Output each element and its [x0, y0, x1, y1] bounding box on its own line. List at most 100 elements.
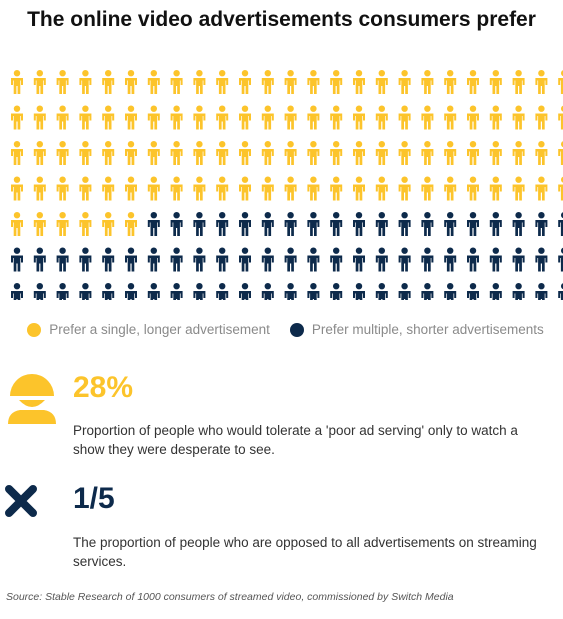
person-icon — [102, 247, 115, 272]
person-icon — [284, 141, 297, 165]
person-icon — [261, 141, 274, 165]
person-icon — [330, 105, 343, 130]
person-icon — [261, 176, 274, 201]
smiley-face-icon — [8, 374, 56, 424]
person-icon — [558, 141, 563, 165]
person-icon — [284, 70, 297, 94]
person-icon — [535, 283, 548, 300]
person-icon — [125, 212, 137, 236]
person-icon — [353, 247, 365, 272]
person-icon — [56, 105, 69, 130]
person-icon — [398, 283, 411, 300]
person-icon — [467, 283, 479, 300]
person-icon — [330, 247, 343, 272]
person-icon — [512, 212, 525, 236]
person-icon — [102, 176, 115, 201]
person-icon — [170, 247, 183, 272]
person-icon — [33, 247, 46, 272]
chart-title: The online video advertisements consumer… — [27, 8, 536, 31]
person-icon — [79, 247, 92, 272]
person-icon — [147, 176, 160, 201]
person-icon — [558, 70, 563, 94]
person-icon — [307, 176, 320, 201]
person-icon — [512, 105, 525, 130]
person-icon — [535, 105, 548, 130]
person-icon — [558, 247, 563, 272]
person-icon — [444, 283, 457, 300]
person-icon — [512, 247, 525, 272]
person-icon — [512, 283, 525, 300]
person-icon — [79, 141, 92, 165]
person-icon — [216, 141, 229, 165]
stat-description-opposed: The proportion of people who are opposed… — [73, 535, 537, 569]
person-icon — [125, 70, 137, 94]
person-icon — [261, 247, 274, 272]
person-icon — [558, 212, 563, 236]
person-icon — [558, 283, 563, 300]
person-icon — [33, 212, 46, 236]
person-icon — [398, 70, 411, 94]
person-icon — [261, 105, 274, 130]
person-icon — [261, 70, 274, 94]
person-icon — [558, 176, 563, 201]
person-icon — [216, 70, 229, 94]
person-icon — [11, 105, 23, 130]
person-icon — [170, 283, 183, 300]
person-icon — [170, 212, 183, 236]
person-icon — [375, 247, 388, 272]
person-icon — [33, 70, 46, 94]
person-icon — [79, 283, 92, 300]
person-icon — [535, 176, 548, 201]
person-icon — [330, 283, 343, 300]
person-icon — [444, 105, 457, 130]
person-icon — [193, 176, 206, 201]
person-icon — [353, 212, 365, 236]
person-icon — [398, 212, 411, 236]
person-icon — [489, 70, 502, 94]
person-icon — [353, 70, 365, 94]
person-icon — [444, 247, 457, 272]
legend-label-multiple: Prefer multiple, shorter advertisements — [311, 322, 544, 337]
person-icon — [216, 283, 229, 300]
person-icon — [193, 247, 206, 272]
person-icon — [125, 283, 137, 300]
person-icon — [421, 247, 434, 272]
person-icon — [170, 105, 183, 130]
legend-item-single: Prefer a single, longer advertisement — [19, 322, 270, 337]
person-icon — [239, 176, 251, 201]
person-icon — [261, 212, 274, 236]
person-icon — [147, 283, 160, 300]
person-icon — [216, 105, 229, 130]
person-icon — [102, 141, 115, 165]
person-icon — [56, 176, 69, 201]
person-icon — [170, 70, 183, 94]
person-icon — [147, 141, 160, 165]
person-icon — [284, 283, 297, 300]
person-icon — [535, 247, 548, 272]
person-icon — [375, 283, 388, 300]
person-icon — [421, 105, 434, 130]
person-icon — [444, 212, 457, 236]
legend-label-single: Prefer a single, longer advertisement — [49, 322, 270, 337]
person-icon — [467, 212, 479, 236]
person-icon — [489, 247, 502, 272]
person-icon — [11, 212, 23, 236]
person-icon — [33, 283, 46, 300]
stat-value-one-fifth: 1/5 — [73, 482, 115, 515]
person-icon — [421, 212, 434, 236]
person-icon — [125, 105, 137, 130]
person-icon — [512, 176, 525, 201]
person-icon — [102, 212, 115, 236]
person-icon — [56, 70, 69, 94]
person-icon — [239, 212, 251, 236]
person-icon — [239, 247, 251, 272]
person-icon — [284, 247, 297, 272]
legend-item-multiple: Prefer multiple, shorter advertisements — [282, 322, 544, 337]
person-icon — [330, 141, 343, 165]
cross-x-icon — [5, 485, 37, 517]
person-icon — [125, 176, 137, 201]
person-icon — [512, 70, 525, 94]
person-icon — [147, 105, 160, 130]
person-icon — [261, 283, 274, 300]
person-icon — [307, 141, 320, 165]
